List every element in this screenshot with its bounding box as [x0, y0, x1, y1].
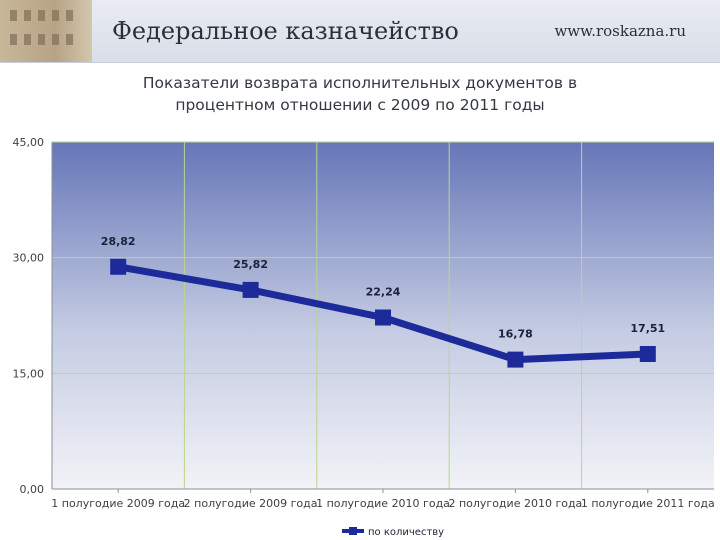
x-tick-label: 1 полугодие 2010 года	[316, 497, 450, 510]
site-url[interactable]: www.roskazna.ru	[554, 22, 686, 40]
axes: 0,00 15,00 30,00 45,00 1 полугодие 2009 года…	[13, 136, 715, 510]
chart-title-line-1: Показатели возврата исполнительных докум…	[142, 74, 578, 92]
data-label: 17,51	[630, 322, 665, 335]
header-banner: Федеральное казначейство www.roskazna.ru	[0, 0, 720, 63]
data-point-marker	[110, 258, 127, 275]
data-point-marker	[639, 345, 656, 362]
y-tick-label: 15,00	[13, 367, 45, 380]
y-tick-label: 0,00	[20, 483, 45, 496]
data-label: 22,24	[366, 286, 401, 299]
data-label: 25,82	[233, 258, 268, 271]
building-photo	[0, 0, 92, 62]
data-label: 16,78	[498, 328, 533, 341]
x-tick-label: 2 полугодие 2010 года	[448, 497, 582, 510]
y-tick-label: 45,00	[13, 136, 45, 149]
chart-title: Показатели возврата исполнительных докум…	[60, 72, 660, 116]
data-point-marker	[242, 281, 259, 298]
data-point-marker	[375, 309, 391, 326]
data-label: 28,82	[101, 235, 136, 248]
data-labels: 28,82 25,82 22,24 16,78 17,51	[101, 235, 665, 341]
x-tick-label: 1 полугодие 2011 года	[581, 497, 715, 510]
chart-title-line-2: процентном отношении с 2009 по 2011 годы	[175, 96, 545, 114]
legend-label: по количеству	[368, 527, 444, 538]
org-name: Федеральное казначейство	[112, 17, 459, 45]
x-tick-label: 1 полугодие 2009 года	[51, 497, 185, 510]
legend-marker	[349, 527, 357, 535]
data-point-marker	[507, 351, 524, 368]
y-tick-label: 30,00	[13, 252, 45, 265]
x-tick-label: 2 полугодие 2009 года	[184, 497, 318, 510]
series-line-group	[110, 258, 656, 368]
legend: по количеству	[342, 527, 444, 538]
